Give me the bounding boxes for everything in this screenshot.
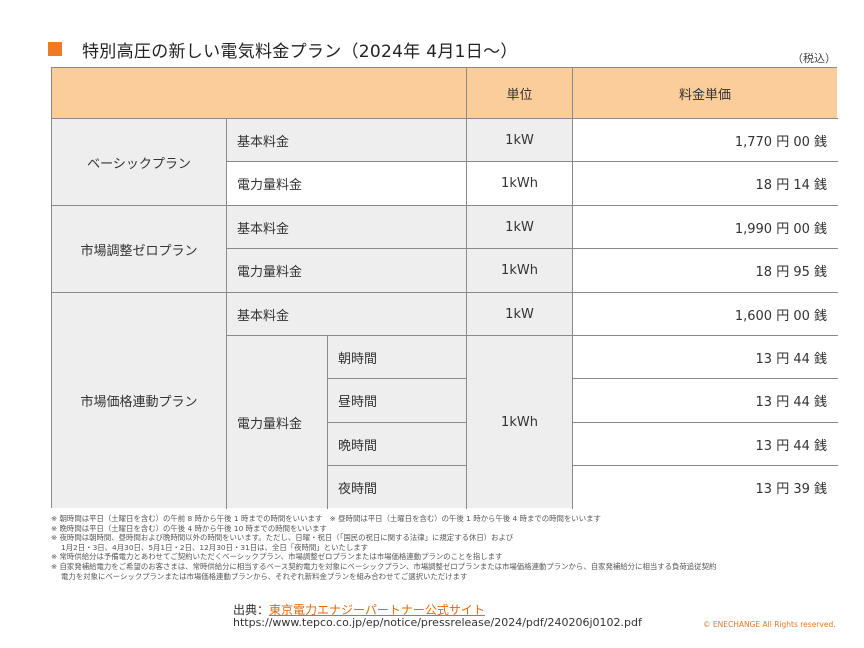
zero-unit-base: 1kW <box>467 206 572 248</box>
zero-unit-energy: 1kWh <box>467 249 572 292</box>
footnote: ※ 自家発補給電力をご希望のお客さまは、常時供給分に相当するベース契約電力を対象… <box>51 561 717 571</box>
footnotes: ※ 朝時間は平日（土曜日を含む）の午前 8 時から午後 1 時までの時間をいいま… <box>51 514 841 581</box>
divider <box>226 335 838 336</box>
divider <box>327 422 467 423</box>
price-night: 13 円 39 銭 <box>573 466 837 508</box>
footnote: ※ 晩時間は平日（土曜日を含む）の午後 4 時から午後 10 時までの時間をいい… <box>51 523 327 533</box>
period-morning: 朝時間 <box>328 336 466 378</box>
copyright: © ENECHANGE All Rights reserved. <box>703 620 836 629</box>
title-row: 特別高圧の新しい電気料金プラン（2024年 4月1日～） <box>48 36 518 62</box>
period-night: 夜時間 <box>328 466 466 508</box>
divider <box>226 118 227 509</box>
divider <box>466 68 467 509</box>
source-line: 出典：東京電力エナジーパートナー公式サイト <box>233 601 485 618</box>
header-price: 料金単価 <box>573 68 837 118</box>
divider <box>52 205 838 206</box>
footnote: 1月2日・3日、4月30日、5月1日・2日、12月30日・31日は、全日「夜時間… <box>61 542 369 552</box>
zero-price-base: 1,990 円 00 銭 <box>573 206 837 248</box>
divider <box>52 292 838 293</box>
divider <box>572 378 838 379</box>
plan-zero: 市場調整ゼロプラン <box>52 206 226 292</box>
divider <box>226 161 838 162</box>
basic-item-base: 基本料金 <box>227 119 466 161</box>
plan-market: 市場価格連動プラン <box>52 293 226 508</box>
basic-price-energy: 18 円 14 銭 <box>573 162 837 205</box>
zero-item-energy: 電力量料金 <box>227 249 466 292</box>
market-item-base: 基本料金 <box>227 293 466 335</box>
period-evening: 晩時間 <box>328 423 466 465</box>
divider <box>572 422 838 423</box>
header-unit: 単位 <box>467 68 572 118</box>
tax-note: （税込） <box>792 52 836 65</box>
period-daytime: 昼時間 <box>328 379 466 422</box>
price-evening: 13 円 44 銭 <box>573 423 837 465</box>
footnote: ※ 常時供給分は予備電力とあわせてご契約いただくベーシックプラン、市場調整ゼロプ… <box>51 552 503 562</box>
divider <box>327 378 467 379</box>
title-marker-icon <box>48 42 62 56</box>
basic-item-energy: 電力量料金 <box>227 162 466 205</box>
basic-price-base: 1,770 円 00 銭 <box>573 119 837 161</box>
plan-basic: ベーシックプラン <box>52 119 226 205</box>
price-daytime: 13 円 44 銭 <box>573 379 837 422</box>
zero-price-energy: 18 円 95 銭 <box>573 249 837 292</box>
divider <box>572 465 838 466</box>
page-title: 特別高圧の新しい電気料金プラン（2024年 4月1日～） <box>82 41 518 62</box>
price-morning: 13 円 44 銭 <box>573 336 837 378</box>
footnote: ※ 夜時間は朝時間、昼時間および晩時間以外の時間をいいます。ただし、日曜・祝日（… <box>51 533 514 543</box>
divider <box>226 248 838 249</box>
market-unit-base: 1kW <box>467 293 572 335</box>
source-link[interactable]: 東京電力エナジーパートナー公式サイト <box>269 603 485 617</box>
price-table: 単位 料金単価 ベーシックプラン 基本料金 1kW 1,770 円 00 銭 電… <box>51 67 838 509</box>
header-blank <box>52 68 466 118</box>
divider <box>327 465 467 466</box>
basic-unit-base: 1kW <box>467 119 572 161</box>
market-price-base: 1,600 円 00 銭 <box>573 293 837 335</box>
market-item-energy: 電力量料金 <box>227 336 327 508</box>
source-label: 出典： <box>233 603 270 617</box>
source-url: https://www.tepco.co.jp/ep/notice/pressr… <box>233 616 642 629</box>
basic-unit-energy: 1kWh <box>467 162 572 205</box>
footnote: ※ 朝時間は平日（土曜日を含む）の午前 8 時から午後 1 時までの時間をいいま… <box>51 514 601 523</box>
divider <box>52 118 838 119</box>
footnote: 電力を対象にベーシックプランまたは市場価格連動プランから、それぞれ新料金プランを… <box>61 571 468 581</box>
divider <box>572 68 573 509</box>
market-unit-energy: 1kWh <box>467 336 572 508</box>
zero-item-base: 基本料金 <box>227 206 466 248</box>
